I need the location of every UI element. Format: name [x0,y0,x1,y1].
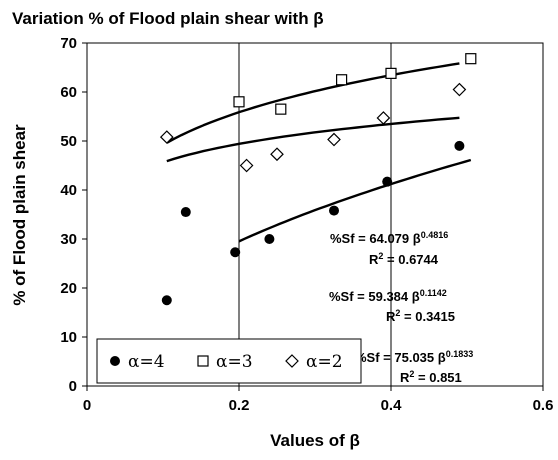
y-tick-label: 40 [60,182,77,199]
annotation-r2: R2 = 0.6744 [369,251,439,267]
annotation-alpha2: %Sf = 59.384 β0.1142 R2 = 0.3415 [329,288,455,324]
data-point-alpha2 [452,82,467,97]
data-markers [159,53,477,306]
x-axis: 0 0.2 0.4 0.6 [83,386,554,414]
data-point-alpha4 [454,140,465,151]
y-tick-label: 70 [60,35,77,52]
trendline-2 [166,116,460,163]
annotation-alpha4: %Sf = 75.035 β0.1833 R2 = 0.851 [355,349,473,385]
legend-label-alpha4: α=4 [128,352,165,372]
x-tick-label: 0.2 [229,397,250,414]
x-tick-label: 0.6 [533,397,554,414]
plot-area: 0 10 20 30 40 50 60 70 0 0.2 0.4 0.6 [60,35,553,414]
annotation-equation: %Sf = 59.384 β0.1142 [329,288,447,304]
trendline-0 [166,62,460,144]
trendlines [166,62,472,243]
data-point-alpha4 [180,207,191,218]
data-point-alpha3 [336,74,348,86]
legend-marker-alpha2 [285,354,299,368]
legend-box [96,338,362,384]
data-point-alpha4 [161,295,172,306]
plot-frame [86,42,544,387]
data-point-alpha4 [329,205,339,216]
annotation-equation: %Sf = 75.035 β0.1833 [355,349,473,365]
annotation-r2: R2 = 0.851 [400,369,462,385]
trendline-1 [238,158,472,243]
data-point-alpha3 [385,67,397,79]
annotation-alpha3: %Sf = 64.079 β0.4816 R2 = 0.6744 [330,230,448,267]
legend-marker-alpha4 [110,356,120,366]
y-tick-label: 10 [60,329,77,346]
y-axis-title: % of Flood plain shear [10,124,29,306]
annotation-r2: R2 = 0.3415 [386,308,455,324]
legend-marker-alpha3 [197,355,209,367]
data-point-alpha4 [382,176,393,187]
legend: α=4 α=3 α=2 [96,338,362,384]
data-point-alpha2 [159,130,174,144]
data-point-alpha2 [327,132,341,147]
grid-lines [238,43,392,386]
annotation-equation: %Sf = 64.079 β0.4816 [330,230,448,246]
data-point-alpha4 [264,234,275,244]
data-point-alpha2 [270,147,284,162]
data-point-alpha2 [239,158,254,173]
data-point-alpha4 [230,247,241,258]
y-tick-label: 60 [60,84,77,101]
data-point-alpha3 [465,53,477,65]
y-tick-label: 20 [60,280,77,297]
chart-title: Variation % of Flood plain shear with β [12,9,324,28]
data-point-alpha2 [376,111,391,125]
y-tick-label: 50 [60,133,77,150]
data-point-alpha3 [233,96,245,108]
y-axis: 0 10 20 30 40 50 60 70 [60,35,87,395]
y-tick-label: 30 [60,231,77,248]
legend-label-alpha3: α=3 [216,352,253,372]
x-tick-label: 0 [83,397,91,414]
legend-label-alpha2: α=2 [306,352,343,372]
data-point-alpha3 [275,103,287,115]
y-tick-label: 0 [69,378,77,395]
x-tick-label: 0.4 [381,397,403,414]
x-axis-title: Values of β [270,431,360,450]
